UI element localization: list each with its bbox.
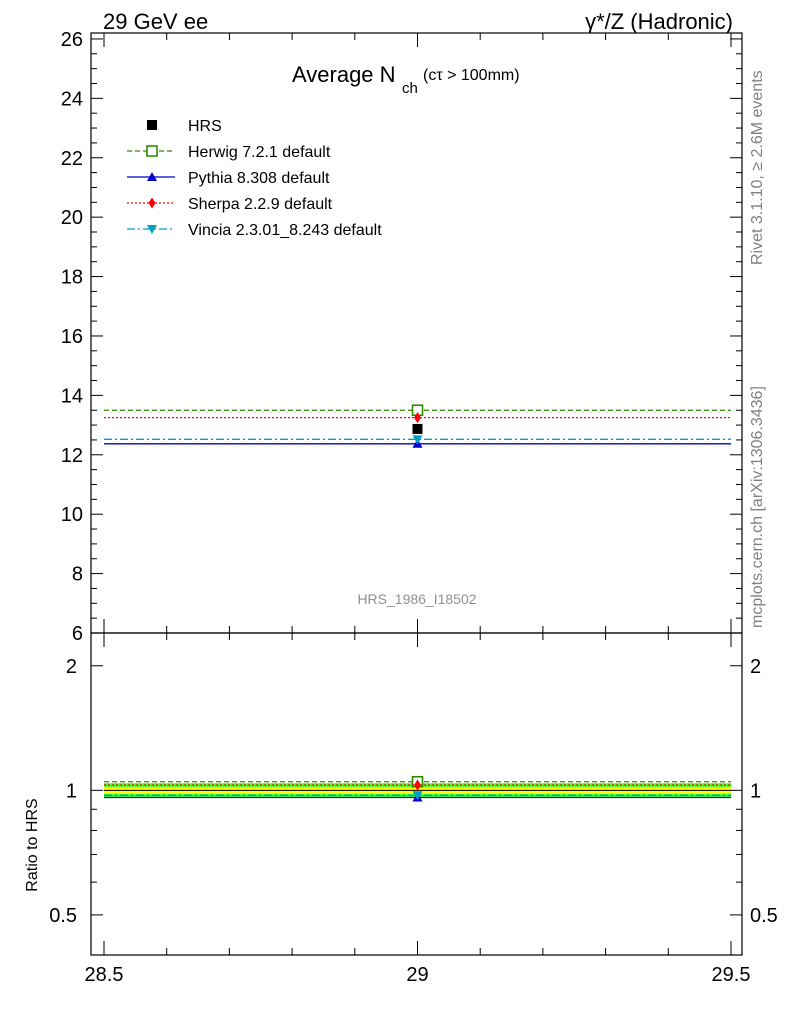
y-tick-label: 18 bbox=[61, 267, 83, 289]
x-tick-label: 29.5 bbox=[712, 964, 751, 986]
ratio-series-marker bbox=[412, 791, 423, 801]
legend-label: Pythia 8.308 default bbox=[188, 170, 330, 187]
title-extra: (cτ > 100mm) bbox=[423, 67, 520, 84]
side-label-mcplots: mcplots.cern.ch [arXiv:1306.3436] bbox=[749, 386, 766, 628]
y-tick-label: 10 bbox=[61, 504, 83, 526]
side-label-rivet: Rivet 3.1.10, ≥ 2.6M events bbox=[749, 70, 766, 265]
x-tick-label: 29 bbox=[406, 964, 428, 986]
y-tick-label: 24 bbox=[61, 88, 83, 110]
main-panel: 6 8 10 12 14 16 18 20 22 24 26 bbox=[61, 29, 743, 645]
legend-label: Herwig 7.2.1 default bbox=[188, 144, 331, 161]
legend-marker bbox=[147, 172, 157, 181]
analysis-id: HRS_1986_I18502 bbox=[357, 591, 476, 607]
ratio-y-tick-label: 1 bbox=[66, 780, 77, 802]
y-tick-label: 8 bbox=[72, 564, 83, 586]
legend: HRS Herwig 7.2.1 default Pythia 8.308 defa… bbox=[127, 118, 382, 239]
legend-marker bbox=[147, 120, 157, 130]
title-text: Average N bbox=[292, 62, 396, 87]
y-tick-label: 12 bbox=[61, 445, 83, 467]
series-marker bbox=[414, 412, 421, 424]
y-tick-label: 22 bbox=[61, 148, 83, 170]
title-subscript: ch bbox=[402, 80, 418, 97]
ratio-y-tick-label: 0.5 bbox=[49, 905, 77, 927]
ratio-y-tick-label-right: 2 bbox=[750, 656, 761, 678]
ratio-panel: 0.5 0.5 1 1 2 2 28.5 29 29.5 bbox=[49, 632, 778, 986]
y-tick-label: 20 bbox=[61, 207, 83, 229]
y-tick-label: 16 bbox=[61, 326, 83, 348]
series-marker bbox=[412, 423, 423, 434]
y-tick-label: 6 bbox=[72, 623, 83, 645]
ratio-y-tick-label: 2 bbox=[66, 656, 77, 678]
legend-label: HRS bbox=[188, 118, 222, 135]
ratio-frame bbox=[90, 632, 743, 956]
legend-label: Sherpa 2.2.9 default bbox=[188, 196, 333, 213]
title-main: Average N bbox=[292, 62, 396, 87]
ratio-y-tick-label-right: 0.5 bbox=[750, 905, 778, 927]
header-left: 29 GeV ee bbox=[103, 9, 208, 34]
series-marker bbox=[412, 435, 423, 445]
ratio-series-marker bbox=[414, 779, 421, 791]
legend-marker bbox=[148, 197, 156, 209]
legend-marker bbox=[146, 145, 158, 157]
legend-label: Vincia 2.3.01_8.243 default bbox=[188, 222, 382, 239]
ratio-ylabel: Ratio to HRS bbox=[24, 798, 41, 891]
x-tick-label: 28.5 bbox=[85, 964, 124, 986]
y-tick-label: 14 bbox=[61, 385, 83, 407]
ratio-y-tick-label-right: 1 bbox=[750, 780, 761, 802]
header-right: γ*/Z (Hadronic) bbox=[585, 9, 733, 34]
legend-marker bbox=[147, 225, 157, 234]
y-tick-label: 26 bbox=[61, 29, 83, 51]
